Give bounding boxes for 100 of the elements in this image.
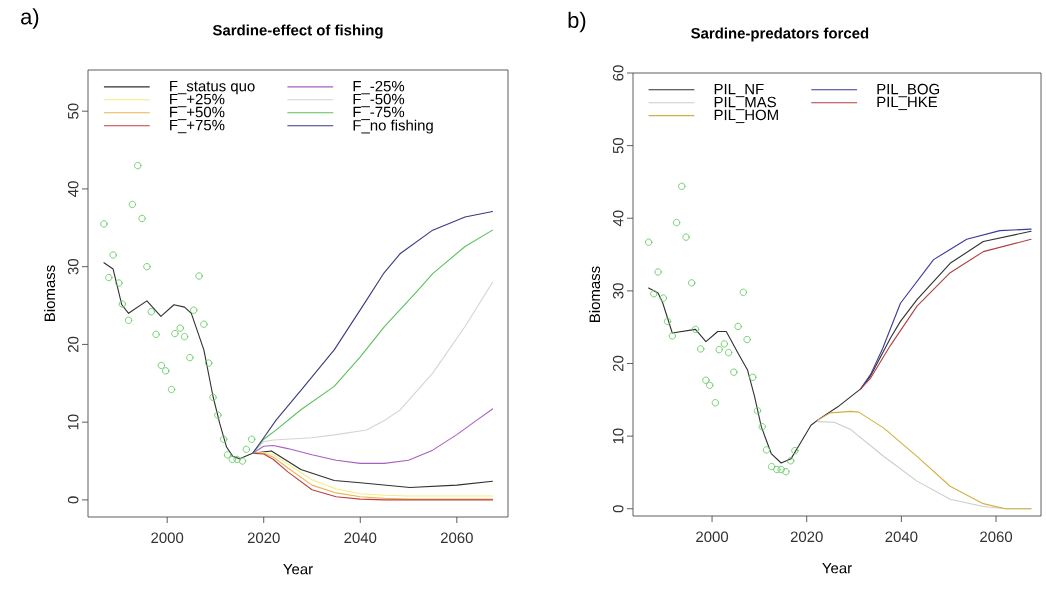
x-tick-label: 2040 — [344, 532, 377, 544]
point — [124, 316, 133, 324]
point — [242, 445, 250, 454]
point — [209, 393, 217, 401]
y-tick-label: 0 — [67, 496, 79, 504]
legend-label: PIL_BOG — [877, 83, 940, 98]
legend-label: F_-50% — [353, 93, 405, 108]
x-axis-title: Year — [822, 562, 852, 574]
point — [720, 340, 729, 348]
line-series — [648, 230, 1032, 464]
point — [205, 359, 213, 367]
legend-label: PIL_MAS — [714, 96, 776, 111]
x-tick-label: 2060 — [440, 532, 473, 544]
point — [162, 367, 170, 375]
legend-label: PIL_HKE — [877, 96, 938, 111]
point — [663, 317, 672, 326]
point — [644, 238, 653, 246]
point — [730, 368, 738, 376]
y-tick-label: 50 — [612, 137, 624, 154]
point — [678, 182, 686, 190]
point — [143, 263, 151, 271]
point — [786, 457, 795, 465]
y-tick-label: 40 — [67, 181, 79, 197]
point — [706, 381, 714, 389]
point — [214, 411, 222, 419]
chart-title: Sardine-effect of fishing — [212, 24, 383, 39]
point — [791, 446, 799, 455]
chart-title: Sardine-predators forced — [691, 27, 869, 42]
point — [109, 251, 117, 259]
x-tick-label: 2020 — [790, 531, 823, 543]
point — [233, 455, 241, 464]
point — [672, 218, 681, 227]
legend-label: F_-25% — [353, 80, 405, 95]
point — [668, 332, 676, 340]
point — [105, 273, 113, 282]
point — [777, 465, 785, 474]
point — [138, 214, 146, 223]
y-tick-label: 60 — [612, 65, 624, 81]
point — [711, 399, 720, 407]
y-tick-label: 10 — [67, 414, 79, 430]
point — [682, 233, 690, 241]
y-tick-label: 30 — [67, 258, 79, 275]
point — [762, 446, 771, 454]
legend-label: F_+75% — [170, 119, 225, 134]
point — [118, 300, 126, 308]
x-tick-label: 2000 — [151, 532, 184, 544]
point — [248, 435, 256, 443]
x-tick-label: 2000 — [696, 531, 729, 543]
point — [157, 361, 166, 370]
point — [659, 294, 667, 302]
point — [650, 290, 658, 298]
y-axis-title: Biomass — [44, 265, 56, 321]
point — [186, 353, 194, 362]
point — [128, 200, 137, 209]
legend-label: F_+25% — [170, 93, 225, 108]
point — [697, 345, 705, 353]
point — [753, 407, 762, 415]
x-axis-title: Year — [283, 563, 313, 575]
legend-label: F_status quo — [170, 80, 255, 95]
point — [200, 320, 208, 328]
legend-label: PIL_HOM — [714, 109, 778, 124]
point — [190, 306, 198, 314]
legend-label: F_-75% — [353, 106, 405, 121]
line-series — [103, 262, 494, 489]
point — [715, 346, 723, 354]
text: a) — [21, 8, 39, 29]
point — [180, 333, 189, 341]
point — [691, 325, 700, 334]
point — [223, 451, 232, 459]
line-series — [252, 408, 494, 464]
x-tick-label: 2020 — [247, 532, 280, 544]
text: b) — [568, 11, 586, 33]
y-tick-label: 40 — [612, 210, 624, 227]
point — [773, 465, 781, 474]
point — [739, 288, 747, 296]
point — [758, 423, 766, 431]
y-axis-title: Biomass — [589, 266, 601, 322]
y-tick-label: 20 — [612, 355, 624, 372]
point — [688, 279, 696, 287]
y-tick-label: 0 — [612, 505, 624, 513]
point — [768, 462, 776, 471]
legend-label: PIL_NF — [714, 83, 764, 98]
point — [115, 279, 123, 287]
point — [195, 272, 203, 280]
point — [228, 455, 236, 464]
legend-label: F_no fishing — [353, 119, 433, 134]
point — [134, 161, 142, 170]
point — [147, 308, 155, 316]
point — [749, 373, 757, 381]
point — [702, 376, 710, 384]
legend-label: F_+50% — [170, 106, 225, 121]
x-tick-label: 2060 — [980, 531, 1013, 543]
point — [152, 330, 160, 338]
y-tick-label: 10 — [612, 428, 624, 444]
point — [654, 268, 662, 276]
x-tick-label: 2040 — [885, 531, 918, 543]
point — [176, 324, 184, 332]
point — [220, 435, 228, 443]
y-tick-label: 20 — [67, 336, 79, 352]
point — [238, 457, 247, 465]
